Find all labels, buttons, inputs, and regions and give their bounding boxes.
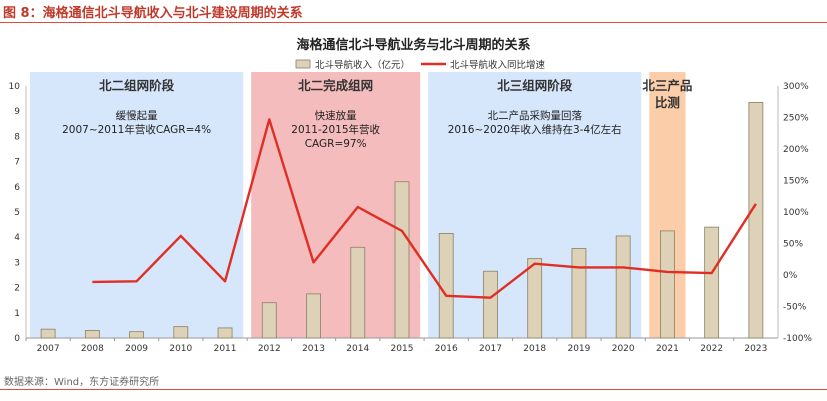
bar-revenue xyxy=(306,293,321,339)
x-tick-label: 2007 xyxy=(37,344,60,354)
legend-label-growth: 北斗导航收入同比增速 xyxy=(450,59,546,71)
left-tick-label: 2 xyxy=(14,284,20,294)
bar-revenue xyxy=(704,226,720,339)
right-tick-label: 100% xyxy=(783,208,809,218)
figure-label: 图 8：海格通信北斗导航收入与北斗建设周期的关系 xyxy=(3,6,303,21)
bar-revenue xyxy=(527,258,543,339)
bar-revenue xyxy=(483,270,498,339)
phase-title: 北三产品 xyxy=(642,78,692,93)
bar-revenue xyxy=(261,302,277,339)
left-tick-label: 4 xyxy=(14,233,20,243)
phase-note: 2016~2020年收入维持在3-4亿左右 xyxy=(448,123,622,136)
bar-revenue xyxy=(571,248,587,339)
line-layer xyxy=(92,118,757,299)
phase-band xyxy=(30,72,244,338)
x-tick-label: 2023 xyxy=(744,344,767,354)
bar-revenue xyxy=(173,326,189,339)
right-tick-label: 300% xyxy=(783,82,809,92)
x-tick-label: 2008 xyxy=(81,344,104,354)
phase-note: 快速放量 xyxy=(315,109,357,122)
bar-revenue xyxy=(660,230,675,339)
bar-revenue xyxy=(350,246,366,339)
line-growth xyxy=(92,118,757,299)
right-tick-label: 250% xyxy=(783,114,809,124)
bar-revenue xyxy=(129,331,144,339)
x-tick-label: 2015 xyxy=(391,344,414,354)
bar-revenue xyxy=(748,101,764,339)
bar-revenue xyxy=(394,181,410,339)
phase-note: 2007~2011年营收CAGR=4% xyxy=(62,123,211,136)
x-tick-label: 2016 xyxy=(435,344,458,354)
phase-layer: 北二组网阶段缓慢起量2007~2011年营收CAGR=4%北二完成组网快速放量2… xyxy=(30,72,692,338)
phase-title: 北二完成组网 xyxy=(298,78,373,93)
right-tick-label: 150% xyxy=(783,177,809,187)
right-tick-label: 0% xyxy=(783,271,798,281)
left-tick-label: 8 xyxy=(14,132,20,142)
left-tick-label: 10 xyxy=(9,82,21,92)
bar-revenue xyxy=(84,330,100,339)
left-tick-label: 7 xyxy=(14,158,20,168)
phase-note: 北二产品采购量回落 xyxy=(487,109,582,122)
x-tick-label: 2013 xyxy=(302,344,325,354)
bar-revenue xyxy=(438,233,454,339)
legend-swatch-revenue xyxy=(295,59,311,69)
bar-layer xyxy=(40,101,764,339)
source-note: 数据来源：Wind，东方证券研究所 xyxy=(4,377,160,388)
bottom-rule xyxy=(0,389,827,390)
left-tick-label: 9 xyxy=(14,107,20,117)
x-tick-label: 2011 xyxy=(214,344,237,354)
chart-title: 海格通信北斗导航业务与北斗周期的关系 xyxy=(296,38,531,53)
legend-label-revenue: 北斗导航收入（亿元） xyxy=(315,59,410,71)
phase-note: 2011-2015年营收 xyxy=(291,123,380,136)
bar-revenue xyxy=(615,235,631,339)
x-tick-label: 2022 xyxy=(700,344,723,354)
x-tick-label: 2012 xyxy=(258,344,281,354)
x-tick-label: 2019 xyxy=(567,344,590,354)
right-tick-label: -100% xyxy=(783,334,812,344)
left-tick-label: 3 xyxy=(14,258,20,268)
right-tick-label: 200% xyxy=(783,145,809,155)
figure-title-rule xyxy=(0,22,827,23)
axis-layer: 0 1 2 3 4 5 6 7 8 9 10 -100% -50% 0% 50% 100% 150% 200% 25… xyxy=(9,82,813,354)
x-tick-label: 2021 xyxy=(656,344,679,354)
x-tick-label: 2009 xyxy=(125,344,148,354)
x-tick-label: 2020 xyxy=(612,344,635,354)
legend-layer: 北斗导航收入（亿元） 北斗导航收入同比增速 xyxy=(295,59,546,71)
left-tick-label: 0 xyxy=(14,334,20,344)
x-tick-label: 2014 xyxy=(346,344,369,354)
phase-title: 北二组网阶段 xyxy=(99,78,175,93)
left-tick-label: 1 xyxy=(14,309,20,319)
phase-note: 缓慢起量 xyxy=(116,109,158,122)
x-tick-label: 2017 xyxy=(479,344,502,354)
phase-title: 北三组网阶段 xyxy=(497,78,573,93)
phase-title: 比测 xyxy=(655,95,680,110)
left-tick-label: 6 xyxy=(14,183,20,193)
bar-revenue xyxy=(40,328,56,339)
right-tick-label: 50% xyxy=(783,240,803,250)
right-tick-label: -50% xyxy=(783,303,807,313)
left-tick-label: 5 xyxy=(14,208,20,218)
phase-note: CAGR=97% xyxy=(305,138,367,150)
phase-band xyxy=(251,72,421,338)
x-tick-label: 2018 xyxy=(523,344,546,354)
bar-revenue xyxy=(217,327,233,339)
x-tick-label: 2010 xyxy=(169,344,192,354)
